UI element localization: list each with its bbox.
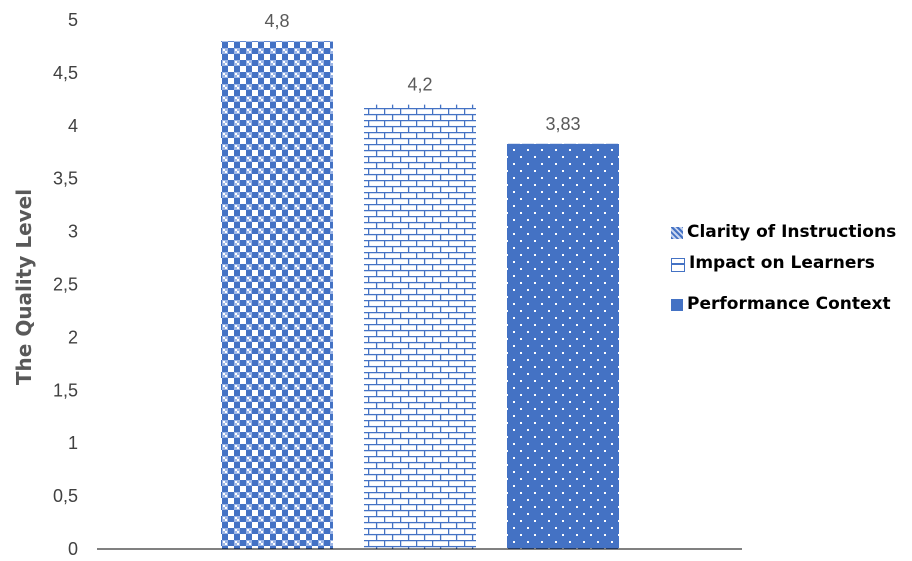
legend-label: Performance Context <box>687 294 891 314</box>
y-tick-label: 0,5 <box>53 486 78 506</box>
data-label: 4,8 <box>264 11 289 31</box>
legend-swatch <box>671 299 683 311</box>
y-tick-label: 3 <box>68 222 78 242</box>
legend-swatch <box>671 258 685 272</box>
y-axis-ticks: 0 0,5 1 1,5 2 2,5 3 3,5 4 4,5 5 <box>53 10 78 559</box>
data-label: 3,83 <box>545 114 580 134</box>
bar-brick <box>364 104 476 549</box>
legend-item: Performance Context <box>671 294 911 315</box>
y-tick-label: 4 <box>68 116 78 136</box>
y-tick-label: 3,5 <box>53 169 78 189</box>
y-tick-label: 5 <box>68 10 78 30</box>
legend-label: Clarity of Instructions <box>687 222 897 242</box>
data-label: 4,2 <box>407 75 432 95</box>
data-labels: 4,8 4,2 3,83 <box>264 11 580 134</box>
legend-item: Impact on Learners <box>671 253 911 274</box>
bars <box>221 41 619 549</box>
y-tick-label: 2 <box>68 327 78 347</box>
y-tick-label: 1,5 <box>53 380 78 400</box>
bar-checker-weave <box>221 41 333 549</box>
y-tick-label: 2,5 <box>53 275 78 295</box>
y-tick-label: 4,5 <box>53 63 78 83</box>
legend-item: Clarity of Instructions <box>671 222 911 243</box>
legend: Clarity of Instructions Impact on Learner… <box>671 222 911 315</box>
legend-swatch <box>671 227 683 239</box>
y-tick-label: 1 <box>68 433 78 453</box>
legend-label: Impact on Learners <box>689 253 875 273</box>
bar-dots <box>507 143 619 549</box>
y-axis-label: The Quality Level <box>12 189 36 385</box>
y-tick-label: 0 <box>68 539 78 559</box>
